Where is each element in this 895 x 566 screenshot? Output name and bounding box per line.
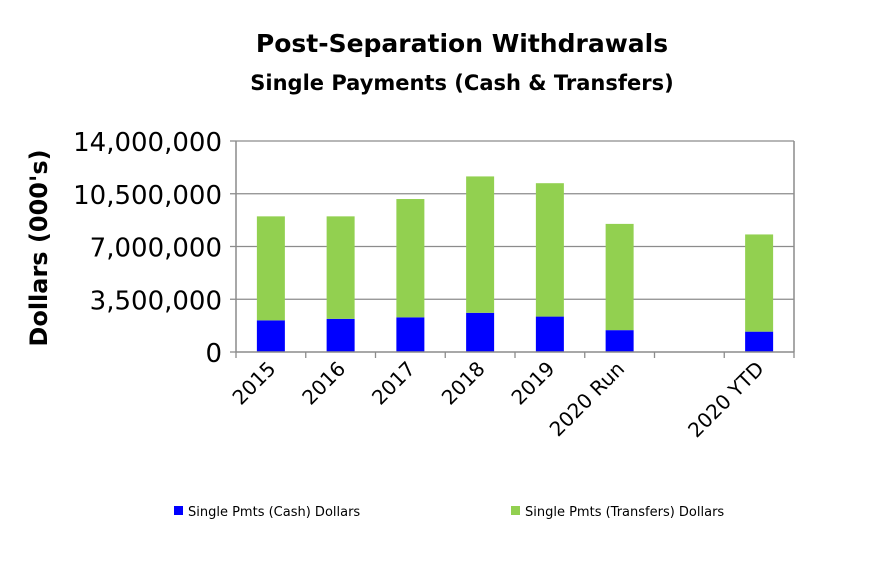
- legend-swatch-cash: [174, 506, 183, 515]
- bar-cash: [396, 317, 425, 352]
- y-tick-labels: 0 3,500,000 7,000,000 10,500,000 14,000,000: [73, 128, 222, 369]
- bars-layer: [256, 176, 774, 352]
- legend: Single Pmts (Cash) Dollars Single Pmts (…: [174, 505, 724, 520]
- bar-cash: [326, 318, 355, 352]
- bar-transfers: [466, 176, 495, 313]
- legend-swatch-transfers: [511, 506, 520, 515]
- y-tick-label: 0: [205, 339, 222, 369]
- x-tick-label: 2015: [227, 357, 280, 410]
- bar-transfers: [256, 216, 285, 321]
- x-tick-label: 2019: [506, 357, 559, 410]
- bar-cash: [466, 312, 495, 352]
- bar-cash: [745, 331, 774, 352]
- bar-transfers: [745, 234, 774, 332]
- bar-transfers: [605, 223, 634, 331]
- x-tick-label: 2020 Run: [545, 357, 630, 442]
- chart-subtitle: Single Payments (Cash & Transfers): [250, 71, 673, 95]
- bar-cash: [605, 330, 634, 352]
- x-tick-label: 2017: [367, 357, 420, 410]
- bar-transfers: [396, 199, 425, 318]
- legend-label-cash: Single Pmts (Cash) Dollars: [188, 505, 360, 520]
- x-tick-label: 2018: [437, 357, 490, 410]
- grid-layer: [236, 140, 794, 300]
- x-tick-label: 2020 YTD: [683, 357, 769, 443]
- y-tick-label: 10,500,000: [73, 181, 222, 211]
- y-tick-label: 3,500,000: [90, 286, 222, 316]
- y-axis-label: Dollars (000's): [25, 149, 53, 346]
- axis-layer: [230, 140, 795, 358]
- y-tick-label: 7,000,000: [90, 234, 222, 264]
- bar-transfers: [535, 183, 564, 317]
- y-tick-label: 14,000,000: [73, 128, 222, 158]
- chart-title: Post-Separation Withdrawals: [256, 29, 668, 58]
- bar-cash: [535, 316, 564, 352]
- legend-label-transfers: Single Pmts (Transfers) Dollars: [525, 505, 724, 520]
- bar-cash: [256, 320, 285, 352]
- x-tick-label: 2016: [297, 357, 350, 410]
- bar-transfers: [326, 216, 355, 319]
